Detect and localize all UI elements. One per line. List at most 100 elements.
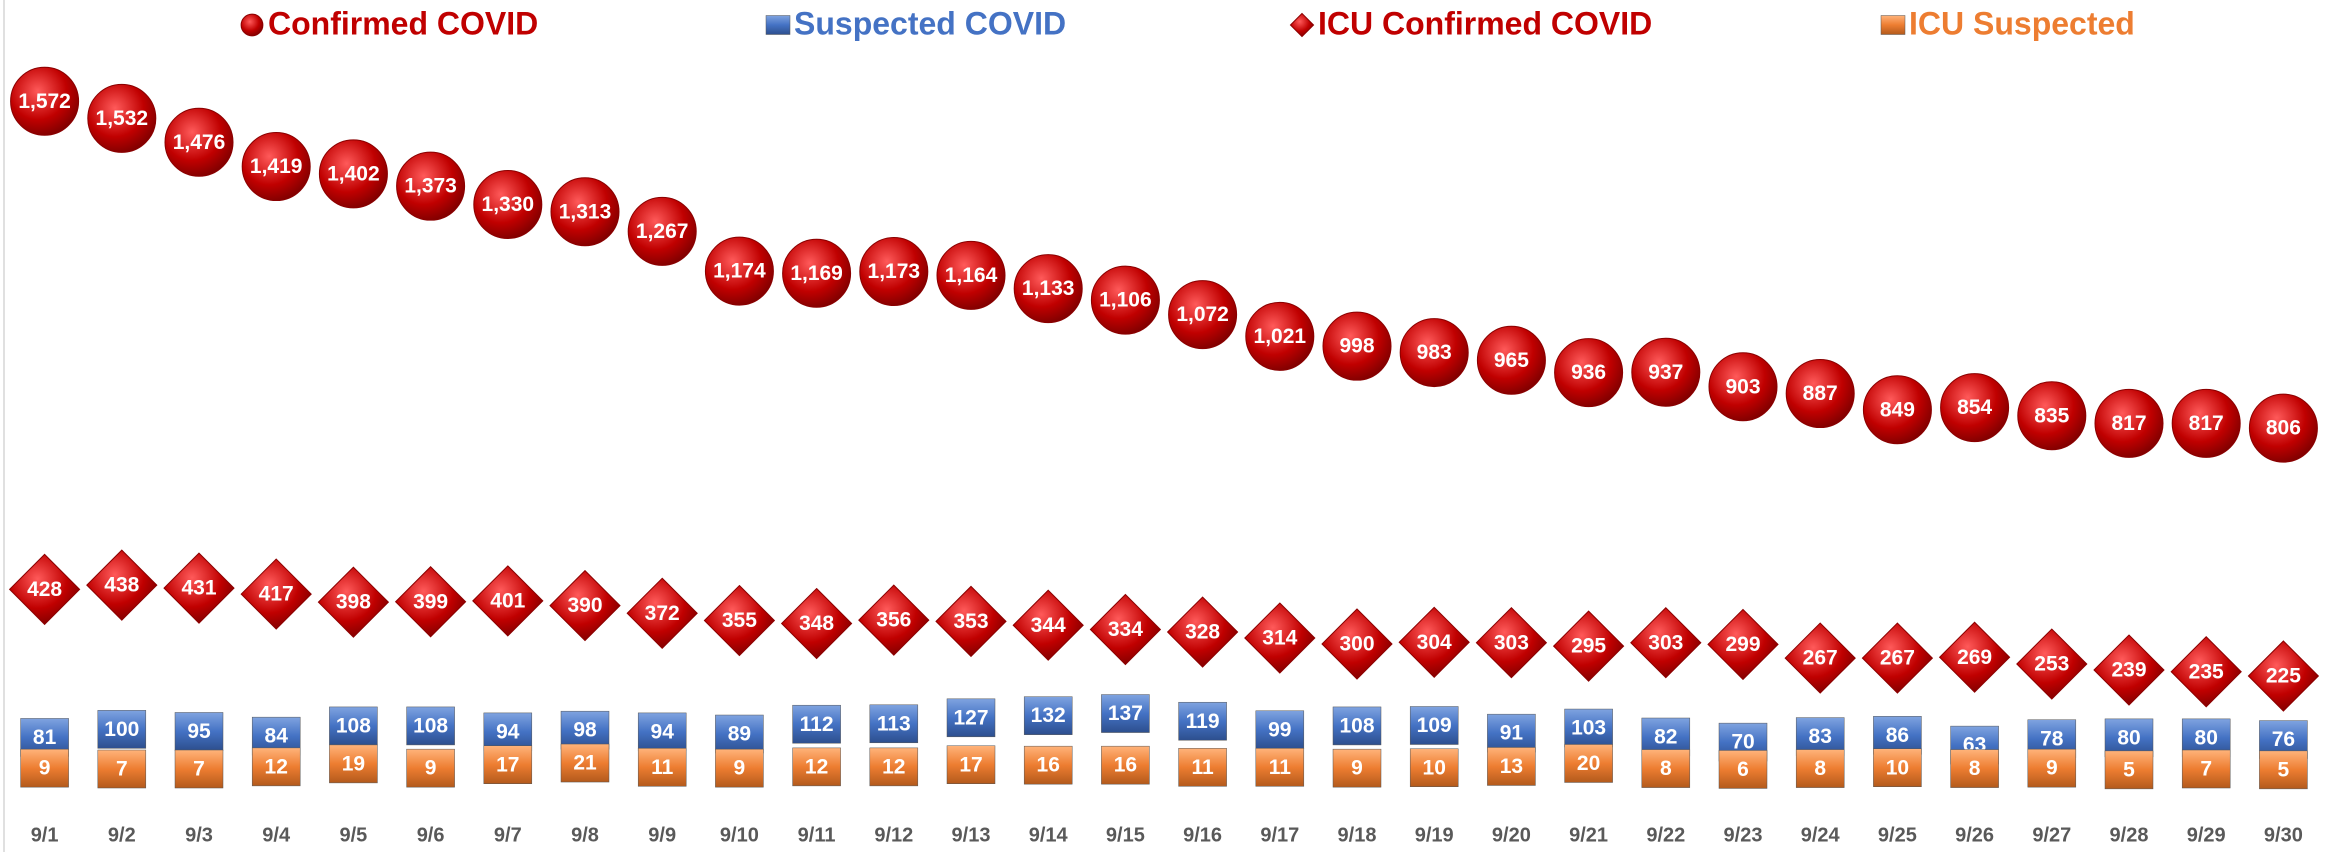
legend-label: ICU Suspected xyxy=(1909,5,2135,41)
x-tick-label: 9/17 xyxy=(1260,824,1299,846)
data-label: 399 xyxy=(413,590,448,613)
data-label: 16 xyxy=(1114,754,1137,777)
data-label: 983 xyxy=(1417,341,1452,364)
marker xyxy=(1795,717,1845,756)
data-label: 267 xyxy=(1880,647,1915,670)
marker xyxy=(240,558,312,630)
data-label: 17 xyxy=(496,753,519,776)
data-label: 1,106 xyxy=(1099,289,1152,312)
marker xyxy=(704,236,774,306)
marker xyxy=(1861,622,1934,694)
marker xyxy=(1476,325,1546,395)
x-tick-label: 9/9 xyxy=(648,824,676,846)
data-label: 344 xyxy=(1031,614,1066,637)
data-label: 5 xyxy=(2278,758,2290,781)
data-label: 849 xyxy=(1880,398,1915,421)
marker xyxy=(174,712,224,751)
marker xyxy=(86,549,158,621)
marker xyxy=(1564,744,1613,783)
data-label: 1,373 xyxy=(404,175,457,198)
marker xyxy=(241,132,311,202)
data-label: 20 xyxy=(1577,752,1600,775)
data-label: 10 xyxy=(1886,756,1909,779)
data-label: 1,173 xyxy=(868,260,921,283)
x-tick-label: 9/3 xyxy=(185,824,213,846)
data-label: 269 xyxy=(1957,646,1992,669)
data-label: 1,532 xyxy=(96,107,149,130)
data-label: 806 xyxy=(2266,417,2301,440)
marker xyxy=(2170,636,2242,708)
data-label: 428 xyxy=(27,578,62,601)
data-label: 89 xyxy=(728,723,751,746)
data-label: 965 xyxy=(1494,349,1529,372)
data-label: 83 xyxy=(1809,725,1832,748)
data-label: 8 xyxy=(1969,757,1981,780)
marker xyxy=(2017,381,2087,451)
x-tick-label: 9/1 xyxy=(31,824,59,846)
marker xyxy=(2093,634,2165,706)
data-label: 112 xyxy=(800,713,834,736)
data-label: 7 xyxy=(116,758,128,781)
data-label: 108 xyxy=(336,714,371,737)
marker xyxy=(1168,280,1238,350)
x-tick-label: 9/14 xyxy=(1029,824,1069,846)
data-label: 5 xyxy=(2123,758,2135,781)
data-label: 100 xyxy=(104,718,139,741)
marker xyxy=(317,566,390,638)
marker xyxy=(1178,748,1227,787)
data-label: 936 xyxy=(1571,361,1606,384)
x-tick-label: 9/22 xyxy=(1646,824,1685,846)
legend-marker xyxy=(765,15,791,35)
data-label: 13 xyxy=(1500,755,1523,778)
data-label: 70 xyxy=(1731,731,1754,754)
marker xyxy=(2094,388,2164,458)
marker xyxy=(715,714,764,754)
data-label: 9 xyxy=(734,757,746,780)
data-label: 109 xyxy=(1417,714,1452,737)
data-label: 137 xyxy=(1108,702,1143,725)
data-label: 998 xyxy=(1339,335,1374,358)
marker xyxy=(1630,607,1702,679)
data-label: 1,133 xyxy=(1022,277,1075,300)
marker xyxy=(1873,716,1922,755)
data-label: 1,072 xyxy=(1176,303,1229,326)
marker xyxy=(8,553,81,626)
marker xyxy=(1475,607,1548,679)
marker xyxy=(1409,706,1459,745)
data-label: 887 xyxy=(1803,382,1838,405)
marker xyxy=(97,749,147,789)
marker xyxy=(251,747,301,787)
data-label: 356 xyxy=(876,609,911,632)
marker xyxy=(549,569,621,642)
marker xyxy=(550,177,620,247)
data-label: 7 xyxy=(2200,758,2212,781)
data-label: 113 xyxy=(877,712,911,735)
data-label: 1,476 xyxy=(173,131,226,154)
data-label: 295 xyxy=(1571,635,1606,658)
x-tick-label: 9/30 xyxy=(2264,824,2303,846)
marker xyxy=(1178,701,1227,741)
x-tick-label: 9/21 xyxy=(1569,824,1608,846)
data-label: 303 xyxy=(1494,631,1529,654)
marker xyxy=(1322,311,1392,381)
marker xyxy=(1013,254,1083,324)
marker xyxy=(1166,596,1239,668)
marker xyxy=(560,743,610,783)
marker xyxy=(2171,388,2241,458)
marker xyxy=(174,749,224,789)
data-label: 7 xyxy=(193,758,205,781)
data-label: 21 xyxy=(573,752,597,775)
x-tick-label: 9/20 xyxy=(1492,824,1531,846)
data-label: 348 xyxy=(799,612,834,635)
data-label: 225 xyxy=(2266,665,2301,688)
data-label: 239 xyxy=(2111,659,2146,682)
marker xyxy=(946,745,996,784)
data-label: 94 xyxy=(651,720,675,743)
data-label: 1,402 xyxy=(327,162,380,185)
marker xyxy=(163,552,235,624)
data-label: 95 xyxy=(187,720,211,743)
data-label: 8 xyxy=(1814,757,1826,780)
data-label: 304 xyxy=(1417,631,1452,654)
data-label: 1,267 xyxy=(636,220,689,243)
